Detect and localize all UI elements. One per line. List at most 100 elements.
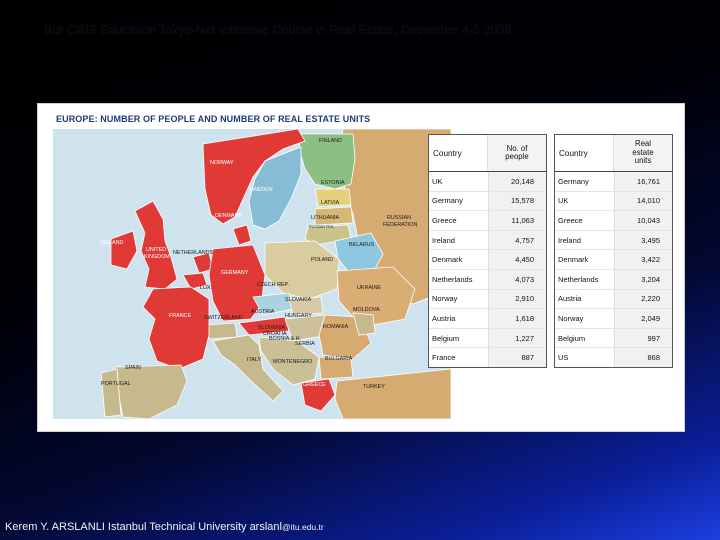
row-value: 4,757 xyxy=(488,230,546,250)
table-row: Germany 15,578 xyxy=(429,191,546,212)
row-country: Belgium xyxy=(558,333,586,343)
map-label-portugal: PORTUGAL xyxy=(101,381,131,387)
map-region-portugal xyxy=(100,368,122,418)
slide-title: Bur CRIS Education Tokyo-Net Intensive C… xyxy=(44,23,512,37)
map-region-sweden xyxy=(248,146,302,230)
row-country: UK xyxy=(558,196,569,206)
map-region-bulgaria xyxy=(318,356,354,380)
units-col-value-line-1: Real xyxy=(634,139,652,149)
map-label-montenegro: MONTENEGRO xyxy=(273,359,312,365)
map-label-serbia: SERBIA xyxy=(295,341,315,347)
europe-map-svg: FINLAND NORWAY SWEDEN ESTONIA LATVIA LIT… xyxy=(100,129,451,419)
map-label-france: FRANCE xyxy=(169,313,192,319)
row-country: Ireland xyxy=(432,235,455,245)
map-region-moldova xyxy=(352,312,376,336)
map-label-romania: ROMANIA xyxy=(323,324,349,330)
row-country: Greece xyxy=(558,215,583,225)
row-country: Netherlands xyxy=(558,274,599,284)
table-row: Netherlands 3,204 xyxy=(555,269,672,290)
map-label-finland: FINLAND xyxy=(319,138,342,144)
map-label-slovenia: SLOVENIA xyxy=(258,325,285,331)
units-col-country: Country xyxy=(559,148,588,158)
table-row: Denmark 4,450 xyxy=(429,250,546,270)
row-value: 11,063 xyxy=(488,211,546,230)
map-region-estonia xyxy=(314,188,352,208)
table-row: Greece 11,063 xyxy=(429,211,546,231)
row-value: 1,227 xyxy=(488,328,546,348)
row-country: Norway xyxy=(558,313,584,323)
map-label-norway: NORWAY xyxy=(210,160,234,166)
footer-email-domain: @itu.edu.tr xyxy=(281,522,324,532)
map-label-germany: GERMANY xyxy=(221,270,249,276)
people-col-country: Country xyxy=(433,148,462,158)
map-region-uk xyxy=(134,200,178,290)
map-region-germany xyxy=(208,244,266,322)
people-col-value: No. of people xyxy=(487,135,546,171)
map-label-turkey: TURKEY xyxy=(363,384,385,390)
map-label-latvia: LATVIA xyxy=(321,200,340,206)
map-label-greece: GREECE xyxy=(303,382,326,388)
row-country: Greece xyxy=(432,215,457,225)
row-value: 4,073 xyxy=(488,269,546,289)
map-label-austria: AUSTRIA xyxy=(251,309,275,315)
table-row: France 887 xyxy=(429,348,546,367)
row-country: Austria xyxy=(558,294,582,304)
map-label-moldova: MOLDOVA xyxy=(353,307,380,313)
map-region-ireland xyxy=(110,230,138,270)
map-label-croatia: CROATIA xyxy=(263,331,287,337)
row-country: US xyxy=(558,353,569,363)
map-label-bosnia: BOSNIA & H. xyxy=(269,336,301,342)
map-region-norway xyxy=(202,129,306,225)
map-label-estonia: ESTONIA xyxy=(321,180,345,186)
europe-map: FINLAND NORWAY SWEDEN ESTONIA LATVIA LIT… xyxy=(53,129,451,419)
figure-title: EUROPE: NUMBER OF PEOPLE AND NUMBER OF R… xyxy=(56,114,371,124)
map-label-russian-fed-small: RUSSIAN FED. xyxy=(309,225,334,229)
row-value: 2,910 xyxy=(488,289,546,309)
people-col-value-line-2: people xyxy=(505,152,529,161)
row-country: Norway xyxy=(432,294,458,304)
table-row: Netherlands 4,073 xyxy=(429,269,546,290)
table-row: Norway 2,910 xyxy=(429,289,546,310)
map-region-balkans xyxy=(258,336,320,386)
people-col-value-line-1: No. of xyxy=(506,143,528,153)
row-value: 20,148 xyxy=(488,172,546,191)
row-country: Denmark xyxy=(432,255,463,265)
figure-panel: EUROPE: NUMBER OF PEOPLE AND NUMBER OF R… xyxy=(37,103,685,432)
map-region-belgium xyxy=(182,272,208,290)
row-country: Germany xyxy=(432,196,463,206)
map-label-italy: ITALY xyxy=(247,357,262,363)
row-country: Belgium xyxy=(432,333,460,343)
table-row: Austria 1,618 xyxy=(429,309,546,329)
row-value: 3,422 xyxy=(614,250,672,269)
row-country: Ireland xyxy=(558,235,581,245)
map-region-latvia xyxy=(314,206,354,226)
row-value: 3,204 xyxy=(614,269,672,289)
people-table-header: Country No. of people xyxy=(429,135,546,172)
map-region-turkey xyxy=(334,368,451,419)
table-row: Belgium 997 xyxy=(555,328,672,349)
slide-footer: Kerem Y. ARSLANLI Istanbul Technical Uni… xyxy=(5,521,324,533)
map-label-switzerland: SWITZERLAND xyxy=(204,315,243,321)
map-label-spain: SPAIN xyxy=(125,365,141,371)
map-label-netherlands: NETHERLANDS xyxy=(173,250,214,256)
table-row: UK 20,148 xyxy=(429,172,546,192)
row-value: 4,450 xyxy=(488,250,546,269)
row-value: 3,495 xyxy=(614,230,672,250)
map-region-ukraine xyxy=(336,266,416,326)
people-table: Country No. of people UK 20,148 Germany 15… xyxy=(428,134,547,368)
row-country: Netherlands xyxy=(432,274,473,284)
table-row: US 868 xyxy=(555,348,672,367)
units-table-header: Country Real estate units xyxy=(555,135,672,172)
row-value: 10,043 xyxy=(614,211,672,230)
table-row: Denmark 3,422 xyxy=(555,250,672,270)
row-value: 16,761 xyxy=(614,172,672,191)
row-country: Austria xyxy=(432,313,456,323)
units-table: Country Real estate units Germany 16,761 … xyxy=(554,134,673,368)
row-value: 14,010 xyxy=(614,191,672,211)
row-value: 15,578 xyxy=(488,191,546,211)
row-value: 2,220 xyxy=(614,289,672,309)
row-value: 997 xyxy=(614,328,672,348)
table-row: Germany 16,761 xyxy=(555,172,672,192)
row-country: France xyxy=(432,353,456,363)
map-region-slovakia xyxy=(288,296,324,316)
